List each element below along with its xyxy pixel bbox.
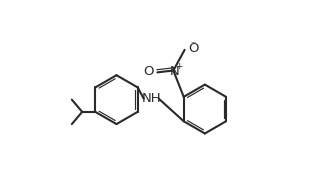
Text: O: O <box>188 42 198 55</box>
Text: O: O <box>144 65 154 78</box>
Text: +: + <box>175 62 182 71</box>
Text: NH: NH <box>142 92 161 105</box>
Text: N: N <box>169 65 179 78</box>
Text: ⁻: ⁻ <box>190 41 195 51</box>
